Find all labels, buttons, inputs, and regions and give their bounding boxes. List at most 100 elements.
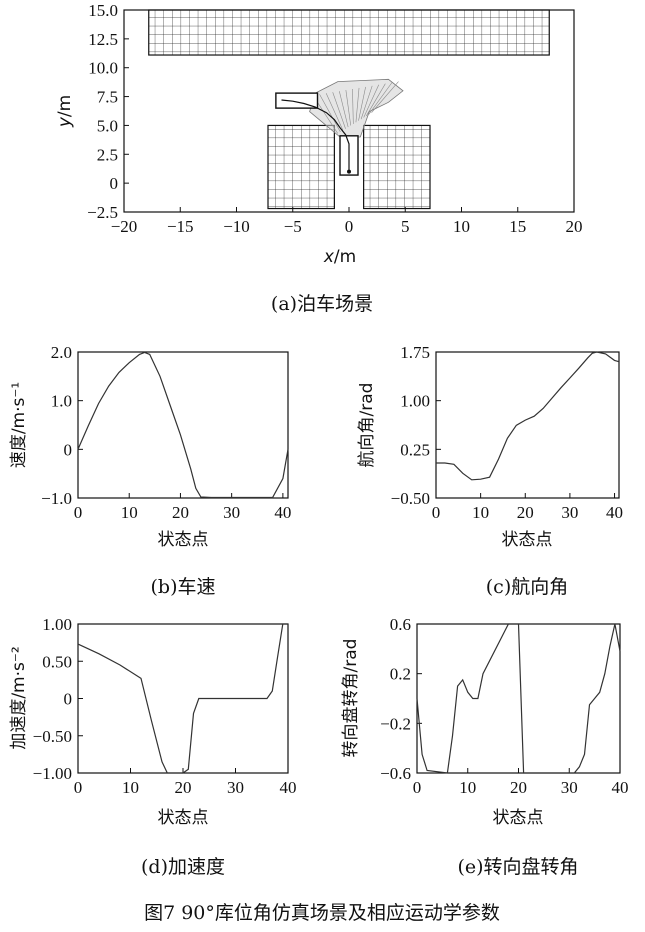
panel-d-acceleration-chart: 0 10 20 30 40 −1.00 −0.50 0 0.50 1.00 状态点 加速度/m·s… <box>9 615 297 878</box>
panel-d-series-line <box>77 623 288 774</box>
panel-e-xlabel: 状态点 <box>493 808 544 828</box>
panel-a-xtick-label: 5 <box>401 217 410 236</box>
panel-d-ytick-label: −0.50 <box>33 727 72 746</box>
panel-e-plot-frame <box>416 623 621 774</box>
panel-d-caption: (d)加速度 <box>141 856 225 878</box>
panel-e-ylabel: 转向盘转角/rad <box>341 639 361 758</box>
panel-c-series-line <box>436 351 620 481</box>
panel-e-series-line <box>416 623 621 774</box>
panel-a-xtick-label: −10 <box>223 217 250 236</box>
panel-d-ytick-label: 0.50 <box>42 652 72 671</box>
vehicle-footprint-outline <box>325 93 344 131</box>
panel-a-parking-scene: −20 −15 −10 −5 0 5 10 15 20 −2.5 0 2.5 5.0 7.5 10.0 12.… <box>55 1 583 315</box>
parking-path <box>281 99 350 172</box>
panel-c-xtick-label: 20 <box>517 503 534 522</box>
vehicle-footprint-outline <box>366 83 386 117</box>
panel-d-xtick-label: 10 <box>122 778 139 797</box>
panel-c-ylabel: 航向角/rad <box>357 383 377 468</box>
panel-b-xtick-label: 30 <box>223 503 240 522</box>
panel-e-ytick-label: −0.2 <box>380 714 411 733</box>
panel-b-xlabel: 状态点 <box>158 530 209 550</box>
panel-d-xlabel: 状态点 <box>158 808 209 828</box>
panel-e-steering-chart: 0 10 20 30 40 −0.6 −0.2 0.2 0.6 状态点 转向盘转角/rad (e… <box>341 615 629 878</box>
panel-b-xtick-label: 20 <box>172 503 189 522</box>
obstacle-right-block <box>363 124 431 210</box>
figure-caption: 图7 90°库位角仿真场景及相应运动学参数 <box>144 902 500 924</box>
panel-e-xtick-label: 30 <box>561 778 578 797</box>
panel-c-xtick-label: 10 <box>472 503 489 522</box>
panel-e-ytick-label: −0.6 <box>380 764 411 783</box>
panel-a-xtick-label: −15 <box>167 217 194 236</box>
vehicle-footprint-outline <box>332 92 346 129</box>
panel-a-ylabel: y/m <box>55 95 75 128</box>
vehicle-footprint-outline <box>360 85 373 120</box>
panel-c-ytick-label: 0.25 <box>400 440 430 459</box>
panel-a-ytick-label: 15.0 <box>88 1 118 20</box>
panel-a-xtick-label: 0 <box>345 217 354 236</box>
panel-a-ytick-label: 2.5 <box>97 145 118 164</box>
panel-a-xtick-label: 20 <box>566 217 583 236</box>
panel-b-ytick-label: 1.0 <box>51 392 72 411</box>
panel-d-ytick-label: 1.00 <box>42 615 72 634</box>
panel-a-xtick-label: −5 <box>284 217 302 236</box>
panel-d-xtick-label: 30 <box>227 778 244 797</box>
vehicle-footprint-outline <box>363 84 380 118</box>
panel-d-xtick-label: 0 <box>74 778 83 797</box>
panel-a-ytick-label: 5.0 <box>97 116 118 135</box>
vehicle-footprint-outline <box>355 87 360 123</box>
panel-c-ytick-label: 1.00 <box>400 392 430 411</box>
panel-c-xtick-label: 0 <box>432 503 441 522</box>
panel-e-xtick-label: 40 <box>612 778 629 797</box>
vehicle-footprint-outline <box>345 90 352 126</box>
vehicle-footprint-outline <box>339 91 349 128</box>
panel-b-ytick-label: 2.0 <box>51 343 72 362</box>
vehicle-footprint-outline <box>352 89 354 124</box>
panel-e-caption: (e)转向盘转角 <box>457 856 578 878</box>
panel-e-xtick-label: 20 <box>510 778 527 797</box>
panel-d-ytick-label: −1.00 <box>33 764 72 783</box>
panel-e-xtick-label: 0 <box>413 778 422 797</box>
panel-b-ylabel: 速度/m·s⁻¹ <box>9 382 29 468</box>
panel-a-ytick-label: 10.0 <box>88 59 118 78</box>
obstacle-top-block <box>148 9 550 56</box>
panel-c-ytick-label: 1.75 <box>400 343 430 362</box>
obstacle-left-block <box>267 124 335 210</box>
panel-e-xtick-label: 10 <box>459 778 476 797</box>
panel-b-caption: (b)车速 <box>151 576 216 598</box>
panel-b-xtick-label: 0 <box>74 503 83 522</box>
panel-a-ytick-label: 7.5 <box>97 88 118 107</box>
panel-c-plot-frame <box>435 351 620 499</box>
path-end-marker <box>347 169 351 174</box>
panel-a-xlabel: x/m <box>323 247 356 267</box>
panel-d-ytick-label: 0 <box>64 690 73 709</box>
panel-d-ylabel: 加速度/m·s⁻² <box>9 646 29 749</box>
panel-b-xtick-label: 10 <box>121 503 138 522</box>
panel-d-xtick-label: 20 <box>175 778 192 797</box>
panel-c-ytick-label: −0.50 <box>391 489 430 508</box>
panel-a-caption: (a)泊车场景 <box>271 293 373 315</box>
panel-a-xtick-label: 15 <box>509 217 526 236</box>
vehicle-footprint-outline <box>319 94 341 133</box>
panel-b-series-line <box>77 351 289 499</box>
panel-c-heading-chart: 0 10 20 30 40 −0.50 0.25 1.00 1.75 状态点 航向角/rad (… <box>357 343 623 598</box>
panel-c-caption: (c)航向角 <box>486 576 568 598</box>
panel-a-ytick-label: 0 <box>110 174 119 193</box>
panel-c-xlabel: 状态点 <box>502 530 553 550</box>
panel-c-xtick-label: 30 <box>561 503 578 522</box>
panel-e-ytick-label: 0.2 <box>390 665 411 684</box>
panel-a-ytick-label: 12.5 <box>88 30 118 49</box>
panel-d-xtick-label: 40 <box>280 778 297 797</box>
panel-c-xtick-label: 40 <box>606 503 623 522</box>
panel-a-xtick-label: −20 <box>111 217 138 236</box>
vehicle-footprint-outline <box>358 86 366 121</box>
panel-b-ytick-label: 0 <box>64 440 73 459</box>
panel-b-xtick-label: 40 <box>274 503 291 522</box>
panel-b-ytick-label: −1.0 <box>41 489 72 508</box>
panel-b-plot-frame <box>77 351 289 499</box>
vehicle-footprint-outline <box>368 82 393 115</box>
vehicle-footprint-outline <box>371 81 399 113</box>
panel-a-xtick-label: 10 <box>453 217 470 236</box>
panel-e-ytick-label: 0.6 <box>390 615 411 634</box>
panel-b-speed-chart: 0 10 20 30 40−1.001.02.0 状态点 速度/m·s⁻¹ (b)车速 <box>9 343 291 598</box>
